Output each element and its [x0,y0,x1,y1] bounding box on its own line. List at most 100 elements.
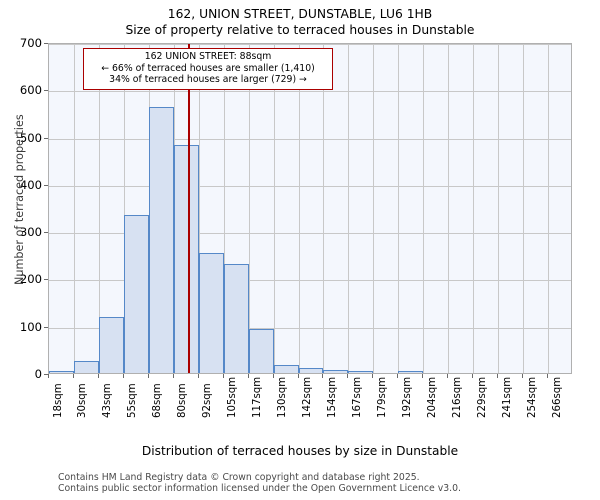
x-axis-tick-mark [372,374,374,378]
x-axis-tick-mark [172,374,174,378]
y-axis-tick-label: 300 [19,225,42,240]
x-axis-tick-mark [472,374,474,378]
y-axis-tick-mark [44,43,48,44]
x-axis-tick-label: 254sqm [526,376,538,418]
y-axis-tick-label: 600 [19,83,42,98]
histogram-bar [398,371,424,373]
x-axis-tick-label: 154sqm [326,376,338,418]
x-axis-tick-mark [347,374,349,378]
gridline-horizontal [49,327,571,329]
gridline-vertical [548,44,550,373]
y-axis-tick-label: 700 [19,36,42,50]
x-axis-tick-mark [197,374,199,378]
gridline-vertical [448,44,450,373]
gridline-horizontal [49,280,571,282]
annotation-smaller: ← 66% of terraced houses are smaller (1,… [101,62,315,74]
x-axis-tick-mark [297,374,299,378]
gridline-horizontal [49,185,571,187]
x-axis-tick-label: 105sqm [227,376,239,418]
y-axis-tick-mark [44,137,48,139]
annotation-larger: 34% of terraced houses are larger (729) … [109,74,307,85]
x-axis-tick-label: 204sqm [426,376,438,418]
x-axis-tick-label: 216sqm [451,376,463,418]
histogram-bar [248,328,274,373]
attribution-footer: Contains HM Land Registry data © Crown c… [58,472,578,494]
gridline-vertical [298,44,300,373]
x-axis-tick-mark [397,374,399,378]
x-axis-tick-mark [497,374,499,378]
gridline-vertical [373,44,375,373]
y-axis-tick-mark [44,279,48,281]
x-axis-tick-mark [247,374,249,378]
x-axis-tick-label: 68sqm [152,383,164,418]
x-axis-tick-label: 117sqm [252,376,264,418]
y-axis-tick-label: 500 [19,130,42,145]
gridline-vertical [123,44,125,373]
x-axis-tick-label: 192sqm [401,376,413,418]
gridline-horizontal [49,91,571,93]
property-annotation-box: 162 UNION STREET: 88sqm ← 66% of terrace… [83,48,333,90]
y-axis-tick-mark [44,184,48,186]
x-axis-tick-mark [322,374,324,378]
x-axis-tick-mark [72,374,74,378]
x-axis-tick-mark [147,374,149,378]
x-axis-tick-mark [272,374,274,378]
y-axis-tick-mark [44,326,48,328]
gridline-vertical [473,44,475,373]
chart-subtitle: Size of property relative to terraced ho… [125,23,475,37]
x-axis-tick-label: 266sqm [551,376,563,418]
gridline-vertical [523,44,525,373]
gridline-horizontal [49,44,571,45]
x-axis-tick-mark [97,374,99,378]
y-axis-title: Number of terraced properties [13,113,26,285]
histogram-bar [49,370,74,373]
gridline-vertical [498,44,500,373]
y-axis-tick-mark [44,232,48,234]
gridline-vertical [273,44,275,373]
y-axis-tick-label: 400 [19,177,42,192]
x-axis-tick-label: 43sqm [102,383,114,418]
gridline-vertical [73,44,75,373]
histogram-bar [123,215,149,373]
histogram-bar [348,371,374,373]
gridline-vertical [323,44,325,373]
x-axis-tick-label: 30sqm [77,383,89,418]
plot-inner [49,44,571,373]
x-axis-tick-label: 130sqm [277,376,289,418]
histogram-bar [198,253,224,373]
x-axis-tick-label: 241sqm [501,376,513,418]
x-axis-tick-label: 229sqm [476,376,488,418]
x-axis-title: Distribution of terraced houses by size … [141,444,459,458]
histogram-bar [223,263,249,373]
x-axis-tick-label: 18sqm [52,383,64,418]
x-axis-tick-label: 55sqm [127,383,139,418]
x-axis-tick-label: 179sqm [376,376,388,418]
y-axis-tick-label: 200 [19,272,42,287]
chart-title-block: 162, UNION STREET, DUNSTABLE, LU6 1HB Si… [0,6,600,38]
page-title: 162, UNION STREET, DUNSTABLE, LU6 1HB [167,7,433,21]
gridline-vertical [223,44,225,373]
histogram-bar [173,145,199,373]
property-marker-line [187,44,190,373]
gridline-horizontal [49,233,571,235]
histogram-bar [323,369,349,373]
y-axis-tick-mark [44,374,48,375]
plot-area [48,43,572,374]
x-axis-tick-mark [522,374,524,378]
footer-line-1: Contains HM Land Registry data © Crown c… [58,472,420,483]
histogram-bar [298,368,324,373]
annotation-title: 162 UNION STREET: 88sqm [144,51,272,62]
histogram-bar [273,365,299,373]
gridline-vertical [98,44,100,373]
x-axis-tick-label: 167sqm [351,376,363,418]
gridline-vertical [248,44,250,373]
histogram-bar [73,361,99,373]
histogram-bar [148,107,174,373]
x-axis-tick-label: 80sqm [177,383,189,418]
gridline-vertical [423,44,425,373]
footer-line-2: Contains public sector information licen… [58,483,461,494]
x-axis-tick-mark [48,374,49,378]
y-axis-tick-label: 0 [34,367,42,381]
x-axis-tick-mark [222,374,224,378]
